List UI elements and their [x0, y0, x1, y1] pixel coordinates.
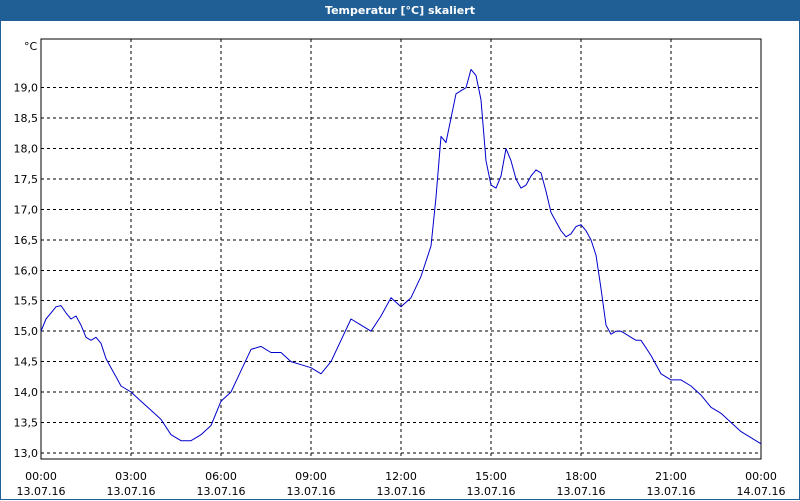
y-tick-label: 14,0 [14, 386, 39, 399]
x-tick-date-label: 13.07.16 [197, 485, 246, 498]
y-tick-label: 16,5 [14, 234, 39, 247]
grid-lines [41, 39, 761, 459]
temperature-series-line [40, 68, 762, 445]
x-tick-time-label: 00:00 [25, 470, 57, 483]
x-tick-time-label: 09:00 [295, 470, 327, 483]
x-tick-time-label: 18:00 [565, 470, 597, 483]
y-tick-label: 19,0 [14, 82, 39, 95]
y-tick-label: 17,5 [14, 173, 39, 186]
x-tick-date-label: 13.07.16 [647, 485, 696, 498]
y-tick-label: 14,5 [14, 356, 39, 369]
x-tick-date-label: 13.07.16 [377, 485, 426, 498]
x-tick-date-label: 13.07.16 [287, 485, 336, 498]
plot-frame [40, 38, 762, 460]
y-tick-label: 16,0 [14, 264, 39, 277]
y-tick-labels: 13,0 13,5 14,0 14,5 15,0 15,5 16,0 16,5 17,0 17,5… [14, 82, 39, 460]
y-tick-label: 15,5 [14, 295, 39, 308]
y-tick-label: 15,0 [14, 325, 39, 338]
series-layer [40, 68, 762, 445]
x-tick-time-label: 06:00 [205, 470, 237, 483]
window-title: Temperatur [°C] skaliert [1, 1, 799, 21]
x-tick-time-label: 03:00 [115, 470, 147, 483]
x-tick-time-label: 12:00 [385, 470, 417, 483]
x-tick-labels: 00:00 13.07.16 03:00 13.07.16 06:00 13.07.16 0… [17, 470, 786, 498]
x-tick-date-label: 13.07.16 [107, 485, 156, 498]
y-axis-unit-label: °C [24, 40, 38, 53]
x-tick-date-label: 13.07.16 [17, 485, 66, 498]
y-tick-label: 17,0 [14, 203, 39, 216]
y-tick-label: 13,5 [14, 416, 39, 429]
x-tick-time-label: 15:00 [475, 470, 507, 483]
x-tick-date-label: 13.07.16 [467, 485, 516, 498]
x-tick-time-label: 21:00 [655, 470, 687, 483]
y-tick-label: 18,5 [14, 112, 39, 125]
y-tick-label: 18,0 [14, 143, 39, 156]
y-tick-label: 13,0 [14, 447, 39, 460]
x-tick-time-label: 00:00 [745, 470, 777, 483]
x-tick-date-label: 13.07.16 [557, 485, 606, 498]
x-tick-date-label: 14.07.16 [737, 485, 786, 498]
